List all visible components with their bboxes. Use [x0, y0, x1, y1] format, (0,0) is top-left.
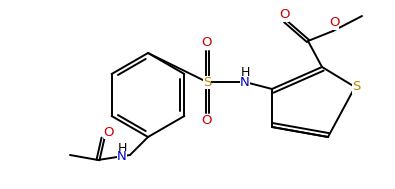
Text: H: H: [240, 67, 250, 80]
Text: S: S: [352, 81, 360, 94]
Text: S: S: [203, 75, 211, 88]
Text: O: O: [279, 9, 289, 22]
Text: N: N: [240, 75, 250, 88]
Text: H: H: [117, 142, 127, 154]
Text: O: O: [201, 36, 211, 50]
Text: O: O: [329, 16, 339, 29]
Text: O: O: [201, 115, 211, 128]
Text: N: N: [117, 150, 127, 163]
Text: O: O: [104, 125, 114, 139]
